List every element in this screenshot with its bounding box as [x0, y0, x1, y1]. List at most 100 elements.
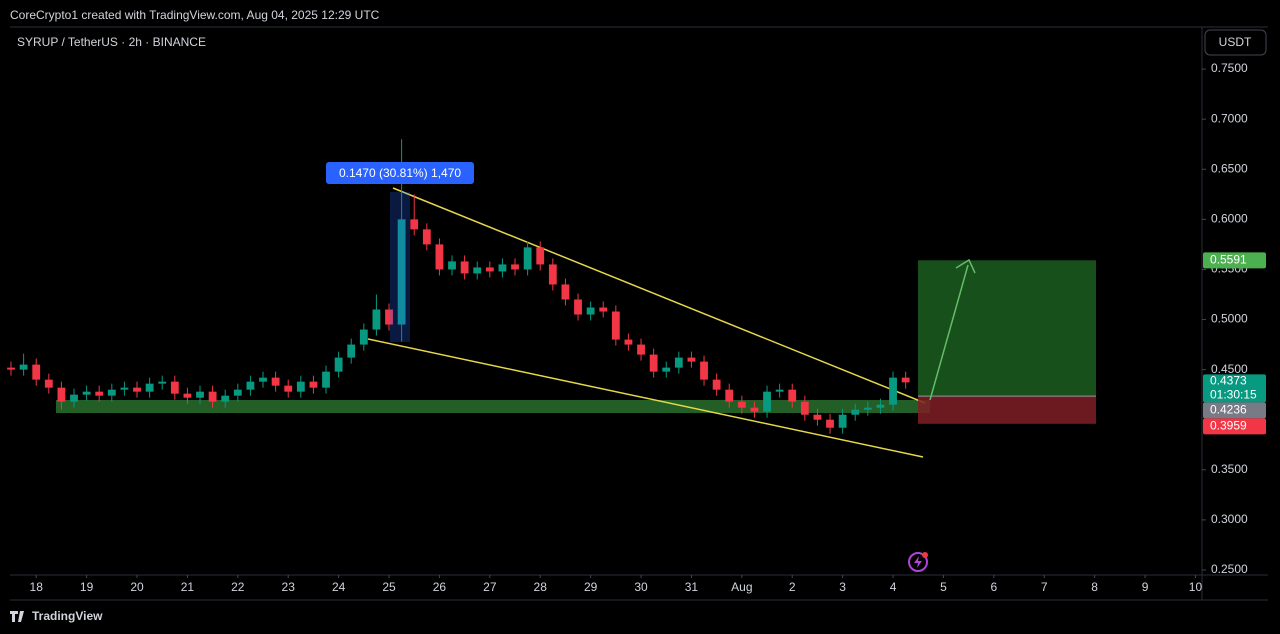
- candle-body: [485, 267, 494, 272]
- measure-box: [326, 162, 474, 184]
- candle-body: [120, 387, 129, 390]
- candle-body: [800, 401, 809, 415]
- candle-body: [95, 391, 104, 396]
- candle-body: [712, 379, 721, 390]
- candle-body: [448, 261, 456, 270]
- candle-body: [586, 307, 595, 315]
- candle-body: [901, 377, 910, 383]
- x-tick-label: 23: [282, 580, 296, 594]
- candle-body: [385, 309, 393, 325]
- y-tick-label: 0.3000: [1211, 512, 1248, 526]
- x-tick-label: 10: [1189, 580, 1203, 594]
- candle-body: [737, 401, 746, 408]
- icon[interactable]: [914, 556, 922, 568]
- target-label: 0.5591: [1210, 252, 1247, 266]
- candle-body: [548, 264, 557, 285]
- candle-body: [347, 344, 356, 358]
- x-tick-label: 8: [1091, 580, 1098, 594]
- icon-dot: [922, 552, 928, 558]
- candle-body: [70, 394, 78, 402]
- candle-body: [372, 309, 381, 330]
- candle-body: [32, 364, 41, 380]
- candle-body: [826, 419, 834, 428]
- currency-button[interactable]: [1204, 29, 1267, 56]
- x-tick-label: 30: [634, 580, 648, 594]
- candle-body: [851, 409, 860, 415]
- candle-body: [208, 391, 217, 402]
- arrow: [929, 264, 969, 401]
- candle-body: [158, 381, 167, 384]
- x-tick-label: 29: [584, 580, 598, 594]
- candle-body: [309, 381, 318, 388]
- currency[interactable]: USDT: [1219, 35, 1252, 49]
- candle-body: [334, 357, 343, 372]
- x-tick-label: 26: [433, 580, 447, 594]
- x-tick-label: 18: [30, 580, 44, 594]
- candle-body: [498, 264, 507, 272]
- candle-body: [170, 381, 179, 394]
- candle-body: [271, 377, 280, 386]
- candle-body: [44, 379, 53, 388]
- logo: [10, 611, 24, 622]
- candle-body: [196, 391, 204, 398]
- footer: TradingView: [32, 609, 103, 623]
- candle-body: [649, 354, 658, 372]
- last-price-label: 0.4373: [1210, 374, 1247, 388]
- candle-body: [838, 414, 847, 428]
- candle-body: [876, 404, 885, 408]
- x-tick-label: 6: [990, 580, 997, 594]
- x-tick-label: 3: [839, 580, 846, 594]
- candle-body: [233, 389, 242, 396]
- candle-body: [296, 381, 305, 392]
- candle-body: [107, 389, 116, 396]
- candle-body: [359, 329, 368, 345]
- x-tick-label: Aug: [731, 580, 752, 594]
- header: CoreCrypto1 created with TradingView.com…: [10, 8, 380, 22]
- candle-body: [435, 244, 444, 270]
- y-tick-label: 0.7500: [1211, 61, 1248, 75]
- chart-title: SYRUP / TetherUS · 2h · BINANCE: [17, 35, 206, 49]
- x-tick-label: 19: [80, 580, 94, 594]
- candle-body: [813, 414, 822, 420]
- candle-body: [775, 389, 784, 392]
- candle-body: [284, 385, 293, 392]
- trendline: [367, 338, 924, 458]
- arrow-head: [955, 258, 976, 274]
- candle-body: [183, 393, 192, 398]
- x-tick-label: 28: [534, 580, 548, 594]
- candle-body: [473, 267, 482, 274]
- candle-body: [750, 407, 759, 412]
- candle-body: [863, 407, 872, 410]
- position-profit: [918, 260, 1096, 397]
- y-tick-label: 0.2500: [1211, 562, 1248, 576]
- candle-body: [246, 381, 255, 390]
- trendline: [392, 187, 926, 404]
- last-price-box: [1203, 374, 1266, 403]
- candle-body: [460, 261, 469, 274]
- x-tick-label: 20: [130, 580, 144, 594]
- support-zone: [56, 400, 930, 413]
- x-tick-label: 2: [789, 580, 796, 594]
- x-tick-label: 4: [890, 580, 897, 594]
- candle-body: [57, 387, 66, 402]
- measure-label: 0.1470 (30.81%) 1,470: [339, 166, 461, 180]
- y-tick-label: 0.6000: [1211, 212, 1248, 226]
- entry-label-box: [1203, 402, 1266, 419]
- candle-body: [523, 247, 532, 270]
- candle-body: [422, 229, 431, 245]
- candle-body: [637, 344, 645, 355]
- candle-body: [82, 391, 91, 395]
- candle-body: [725, 389, 734, 402]
- entry-label: 0.4236: [1210, 403, 1247, 417]
- candle-body: [624, 339, 633, 345]
- icon[interactable]: [908, 552, 928, 572]
- candle-body: [511, 264, 519, 270]
- candle-body: [397, 219, 406, 325]
- candle-body: [410, 219, 419, 230]
- candle-body: [574, 299, 582, 315]
- y-tick-label: 0.3500: [1211, 462, 1248, 476]
- stop-label: 0.3959: [1210, 419, 1247, 433]
- candle-body: [687, 357, 696, 362]
- x-tick-label: 27: [483, 580, 497, 594]
- candle-body: [536, 247, 545, 265]
